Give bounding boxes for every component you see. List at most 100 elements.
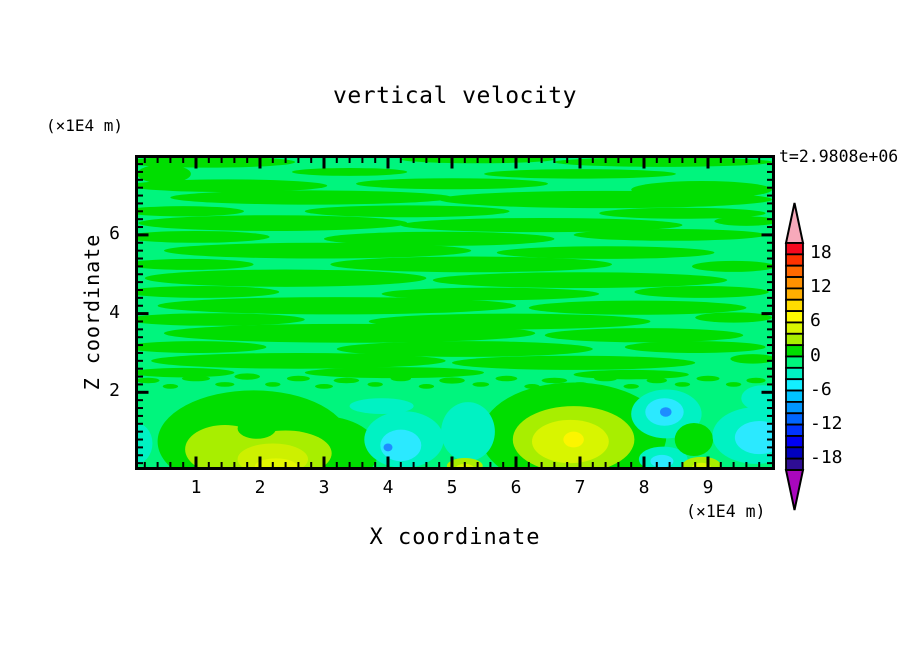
velocity-band: [304, 205, 510, 218]
velocity-speckle: [725, 382, 742, 387]
colorbar-cell: [785, 321, 804, 335]
x-tick-label: 6: [510, 477, 522, 498]
colorbar-cell: [785, 242, 804, 256]
velocity-speckle: [594, 375, 618, 382]
colorbar-cell: [785, 276, 804, 290]
colorbar-cell: [785, 253, 804, 267]
velocity-speckle: [215, 382, 235, 387]
x-tick-label: 3: [318, 477, 330, 498]
velocity-band: [730, 354, 773, 364]
velocity-speckle: [162, 384, 179, 389]
colorbar-tick-label: 6: [810, 310, 821, 332]
contour-feature: [441, 402, 495, 462]
velocity-speckle: [181, 375, 211, 382]
colorbar-under-arrow: [784, 469, 805, 511]
velocity-band: [484, 169, 676, 179]
velocity-band: [451, 355, 696, 370]
velocity-band: [137, 157, 296, 168]
contour-feature: [682, 456, 721, 468]
colorbar-cell: [785, 389, 804, 403]
velocity-band: [137, 164, 191, 184]
x-tick-label: 1: [190, 477, 202, 498]
colorbar-cell: [785, 310, 804, 324]
velocity-band: [573, 369, 689, 380]
velocity-band: [151, 352, 446, 369]
velocity-speckle: [234, 373, 260, 380]
velocity-band: [356, 178, 548, 190]
plot-frame: [135, 155, 775, 470]
contour-feature: [660, 407, 672, 417]
velocity-band: [137, 367, 235, 378]
velocity-band: [137, 230, 270, 243]
velocity-band: [432, 272, 728, 289]
colorbar-cell: [785, 400, 804, 415]
x-axis-unit-label: (×1E4 m): [686, 502, 766, 521]
contour-feature: [349, 398, 414, 414]
colorbar-cell: [785, 457, 804, 471]
contour-feature: [237, 418, 276, 439]
colorbar-tick-label: 0: [810, 344, 821, 366]
x-tick-label: 7: [574, 477, 586, 498]
velocity-speckle: [746, 377, 766, 384]
x-tick-label: 8: [638, 477, 650, 498]
y-tick-label: 2: [109, 380, 120, 402]
velocity-speckle: [696, 375, 720, 382]
colorbar-cell: [785, 446, 804, 460]
contour-feature: [563, 431, 584, 448]
velocity-speckle: [439, 377, 465, 384]
velocity-band: [714, 216, 773, 226]
x-tick-label: 5: [446, 477, 458, 498]
velocity-band: [528, 300, 747, 315]
velocity-band: [292, 168, 408, 176]
velocity-band: [599, 207, 766, 219]
colorbar: [784, 202, 805, 511]
colorbar-cell: [785, 264, 804, 278]
y-tick-label: 6: [109, 222, 120, 244]
colorbar-tick-label: -6: [810, 378, 832, 400]
velocity-speckle: [286, 375, 310, 382]
velocity-speckle: [418, 384, 435, 389]
velocity-speckle: [315, 384, 333, 389]
time-stamp-label: t=2.9808e+06: [779, 147, 899, 166]
y-tick-label: 4: [109, 301, 120, 323]
colorbar-cell: [785, 344, 804, 358]
velocity-band: [164, 323, 536, 343]
axis-ticks: [137, 157, 773, 468]
velocity-band: [137, 286, 280, 298]
velocity-band: [137, 258, 254, 270]
colorbar-cell: [785, 355, 804, 369]
colorbar-cell: [785, 332, 804, 347]
velocity-band: [137, 341, 267, 353]
colorbar-cell: [785, 412, 804, 426]
colorbar-tick-label: 12: [810, 276, 832, 298]
velocity-speckle: [367, 382, 383, 387]
velocity-band: [381, 287, 600, 301]
velocity-band: [692, 260, 773, 272]
velocity-speckle: [541, 377, 568, 384]
velocity-speckle: [472, 382, 490, 387]
colorbar-cell: [785, 435, 804, 449]
velocity-speckle: [495, 375, 518, 382]
x-tick-label: 4: [382, 477, 394, 498]
colorbar-cell: [785, 423, 804, 437]
velocity-band: [695, 312, 772, 323]
velocity-band: [304, 367, 484, 379]
velocity-band: [624, 341, 766, 353]
contour-feature: [674, 422, 714, 457]
x-tick-label: 2: [254, 477, 266, 498]
velocity-speckle: [333, 377, 360, 384]
contour-feature: [734, 421, 773, 455]
x-axis-title: X coordinate: [369, 525, 541, 550]
velocity-band: [170, 190, 452, 205]
velocity-band: [634, 286, 769, 298]
colorbar-cell: [785, 287, 804, 301]
x-tick-label: 9: [702, 477, 714, 498]
contour-feature: [380, 429, 422, 462]
velocity-band: [144, 269, 427, 287]
contour-feature: [137, 422, 153, 465]
velocity-band: [496, 246, 715, 259]
colorbar-tick-label: -12: [810, 412, 843, 434]
velocity-band: [544, 328, 744, 343]
